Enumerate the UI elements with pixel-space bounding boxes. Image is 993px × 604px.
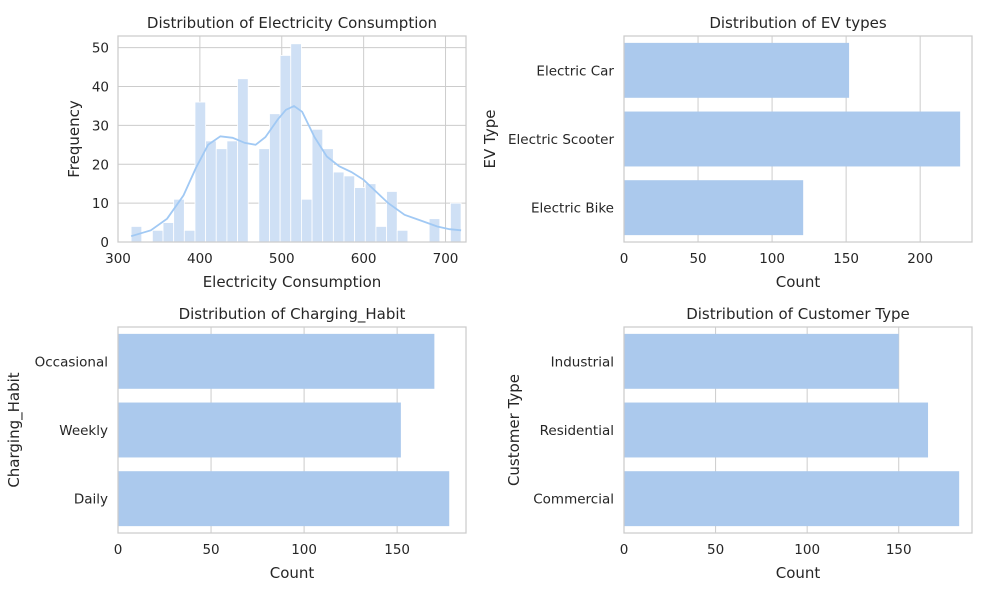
histogram-bar [396, 229, 409, 243]
x-tick-label: 150 [384, 542, 410, 558]
x-tick-label: 0 [620, 251, 629, 267]
x-axis-label: Count [776, 564, 821, 582]
axes-frame-1 [623, 35, 973, 243]
histogram-bar [375, 226, 387, 243]
y-axis-label: Customer Type [505, 374, 523, 486]
histogram-bar [301, 198, 313, 243]
x-tick-label: 600 [351, 251, 377, 267]
histogram-bar [226, 140, 238, 243]
histogram-bar [269, 113, 281, 243]
histogram-bar [162, 222, 175, 243]
bar [624, 402, 929, 458]
x-tick-label: 500 [269, 251, 295, 267]
histogram-bar [258, 148, 270, 243]
category-label: Electric Car [536, 63, 614, 79]
chart-title: Distribution of Electricity Consumption [147, 14, 437, 32]
x-axis-label: Count [776, 273, 821, 291]
x-tick-label: 50 [202, 542, 219, 558]
y-tick-label: 40 [92, 80, 109, 96]
axes-frame-0 [117, 35, 467, 243]
x-axis-label: Electricity Consumption [203, 273, 382, 291]
category-label: Residential [540, 423, 614, 439]
category-label: Weekly [59, 423, 108, 439]
y-tick-label: 30 [92, 118, 109, 134]
x-tick-label: 0 [620, 542, 629, 558]
axes-frame-2 [117, 326, 467, 534]
barh-panel-3: 0 50 100 150 Industrial Residential Commercial… [505, 305, 960, 582]
chart-title: Distribution of Charging_Habit [179, 305, 406, 324]
histogram-bar [386, 191, 398, 243]
histogram-bar [354, 187, 366, 243]
x-tick-label: 100 [759, 251, 785, 267]
x-tick-label: 700 [433, 251, 459, 267]
chart-title: Distribution of EV types [709, 14, 887, 32]
axes-frame-3 [623, 326, 973, 534]
barh-panel-1: 0 50 100 150 200 Electric Car Electric Scooter… [481, 14, 961, 291]
y-tick-label: 0 [100, 235, 109, 251]
histogram-bar [428, 218, 441, 243]
x-tick-label: 150 [833, 251, 859, 267]
bar [118, 471, 450, 527]
bar [118, 402, 401, 458]
histogram-bar [183, 229, 196, 243]
x-tick-label: 300 [105, 251, 131, 267]
histogram-bar [322, 148, 334, 243]
x-axis-label: Count [270, 564, 315, 582]
category-label: Industrial [551, 354, 614, 370]
bar [624, 471, 960, 527]
x-tick-label: 50 [707, 542, 724, 558]
category-label: Electric Bike [531, 201, 614, 217]
bar [624, 333, 899, 389]
histogram-bar [364, 183, 377, 243]
category-label: Daily [74, 492, 108, 508]
histogram-bar [215, 148, 228, 243]
y-tick-label: 10 [92, 196, 109, 212]
x-tick-label: 200 [907, 251, 933, 267]
x-tick-label: 100 [794, 542, 820, 558]
chart-title: Distribution of Customer Type [686, 305, 910, 323]
histogram-bar [343, 175, 356, 243]
histogram-bar [237, 78, 249, 243]
histogram-bar [332, 171, 345, 243]
x-tick-label: 100 [291, 542, 317, 558]
y-tick-label: 20 [92, 157, 109, 173]
y-axis-label: Frequency [65, 100, 83, 178]
histogram-bar [194, 101, 207, 243]
kde-line [130, 104, 462, 238]
bar [624, 42, 850, 98]
bar [624, 111, 961, 167]
histogram-bar [290, 43, 302, 243]
histogram-bar [205, 140, 217, 243]
histogram-panel: 300 400 500 600 700 0 10 20 30 40 50 Distribution o… [65, 14, 466, 291]
histogram-bar [151, 229, 164, 243]
x-tick-label: 400 [187, 251, 213, 267]
category-label: Electric Scooter [508, 132, 614, 148]
x-tick-label: 0 [114, 542, 123, 558]
barh-panel-2: 0 50 100 150 Occasional Weekly Daily Distributi… [5, 305, 450, 582]
x-tick-label: 150 [886, 542, 912, 558]
bar [118, 333, 435, 389]
histogram-bar [279, 55, 292, 243]
category-label: Occasional [35, 354, 108, 370]
histogram-bar [450, 202, 462, 243]
y-tick-label: 50 [92, 41, 109, 57]
y-axis-label: Charging_Habit [5, 372, 24, 487]
y-axis-label: EV Type [481, 110, 499, 169]
bar [624, 180, 804, 236]
x-tick-label: 50 [689, 251, 706, 267]
category-label: Commercial [533, 492, 614, 508]
